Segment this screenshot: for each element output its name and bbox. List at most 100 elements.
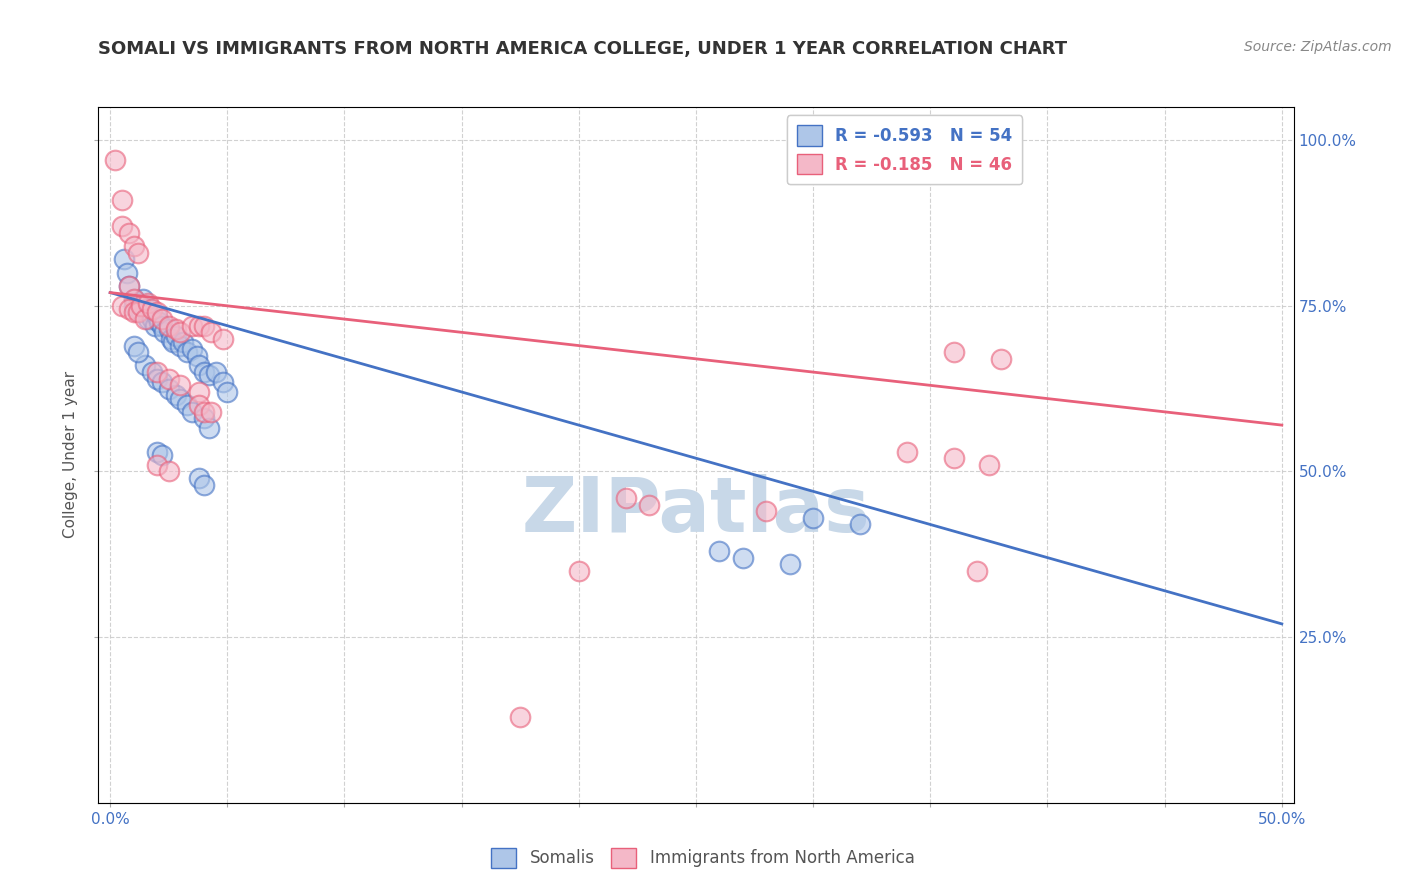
Point <box>127 295 149 310</box>
Point <box>118 302 141 317</box>
Text: Source: ZipAtlas.com: Source: ZipAtlas.com <box>1244 40 1392 54</box>
Point <box>157 465 180 479</box>
Point <box>160 332 183 346</box>
Point <box>211 375 233 389</box>
Point <box>136 295 159 310</box>
Point <box>193 411 215 425</box>
Point <box>134 359 156 373</box>
Point <box>141 365 163 379</box>
Point <box>779 558 801 572</box>
Point <box>146 458 169 472</box>
Point <box>731 550 754 565</box>
Point <box>112 252 135 267</box>
Point <box>129 305 152 319</box>
Point <box>143 318 166 333</box>
Point <box>150 318 173 333</box>
Point <box>157 372 180 386</box>
Point <box>118 226 141 240</box>
Point <box>169 338 191 352</box>
Point <box>111 219 134 234</box>
Point <box>146 444 169 458</box>
Point <box>509 709 531 723</box>
Point <box>132 292 155 306</box>
Point <box>122 338 145 352</box>
Point <box>849 517 872 532</box>
Point <box>200 326 222 340</box>
Point <box>204 365 226 379</box>
Point <box>181 405 204 419</box>
Point <box>129 299 152 313</box>
Point <box>165 328 187 343</box>
Point <box>165 388 187 402</box>
Point <box>801 511 824 525</box>
Point <box>150 375 173 389</box>
Point <box>193 477 215 491</box>
Point <box>122 239 145 253</box>
Point <box>153 326 176 340</box>
Point <box>197 421 219 435</box>
Point <box>186 349 208 363</box>
Point <box>122 305 145 319</box>
Point <box>977 458 1000 472</box>
Point <box>638 498 661 512</box>
Point <box>134 312 156 326</box>
Point <box>141 312 163 326</box>
Point <box>200 405 222 419</box>
Point <box>111 299 134 313</box>
Point <box>188 471 211 485</box>
Point <box>146 305 169 319</box>
Point <box>188 398 211 412</box>
Point <box>614 491 637 505</box>
Point <box>157 382 180 396</box>
Point <box>217 384 239 399</box>
Point <box>122 292 145 306</box>
Point <box>139 302 162 317</box>
Point <box>104 153 127 167</box>
Point <box>568 564 591 578</box>
Point <box>193 365 215 379</box>
Point <box>150 312 173 326</box>
Point <box>896 444 918 458</box>
Text: ZIPatlas: ZIPatlas <box>522 474 870 548</box>
Point <box>127 345 149 359</box>
Point <box>127 305 149 319</box>
Point <box>188 318 211 333</box>
Point <box>176 398 198 412</box>
Point <box>157 322 180 336</box>
Point <box>122 299 145 313</box>
Point <box>169 326 191 340</box>
Y-axis label: College, Under 1 year: College, Under 1 year <box>63 371 79 539</box>
Point <box>193 405 215 419</box>
Legend: R = -0.593   N = 54, R = -0.185   N = 46: R = -0.593 N = 54, R = -0.185 N = 46 <box>787 115 1022 185</box>
Point <box>990 351 1012 366</box>
Point <box>193 318 215 333</box>
Point <box>188 384 211 399</box>
Point <box>146 365 169 379</box>
Point <box>157 318 180 333</box>
Point <box>148 315 170 329</box>
Point <box>162 335 184 350</box>
Point <box>966 564 988 578</box>
Point <box>118 279 141 293</box>
Point <box>709 544 731 558</box>
Point <box>169 392 191 406</box>
Point <box>211 332 233 346</box>
Point <box>165 322 187 336</box>
Legend: Somalis, Immigrants from North America: Somalis, Immigrants from North America <box>485 841 921 875</box>
Point <box>111 193 134 207</box>
Point <box>181 342 204 356</box>
Point <box>942 345 965 359</box>
Point <box>146 372 169 386</box>
Point <box>150 448 173 462</box>
Point <box>115 266 138 280</box>
Point <box>176 345 198 359</box>
Point <box>146 309 169 323</box>
Text: SOMALI VS IMMIGRANTS FROM NORTH AMERICA COLLEGE, UNDER 1 YEAR CORRELATION CHART: SOMALI VS IMMIGRANTS FROM NORTH AMERICA … <box>98 40 1067 58</box>
Point <box>134 302 156 317</box>
Point <box>122 292 145 306</box>
Point <box>942 451 965 466</box>
Point <box>181 318 204 333</box>
Point <box>141 302 163 317</box>
Point <box>197 368 219 383</box>
Point <box>169 378 191 392</box>
